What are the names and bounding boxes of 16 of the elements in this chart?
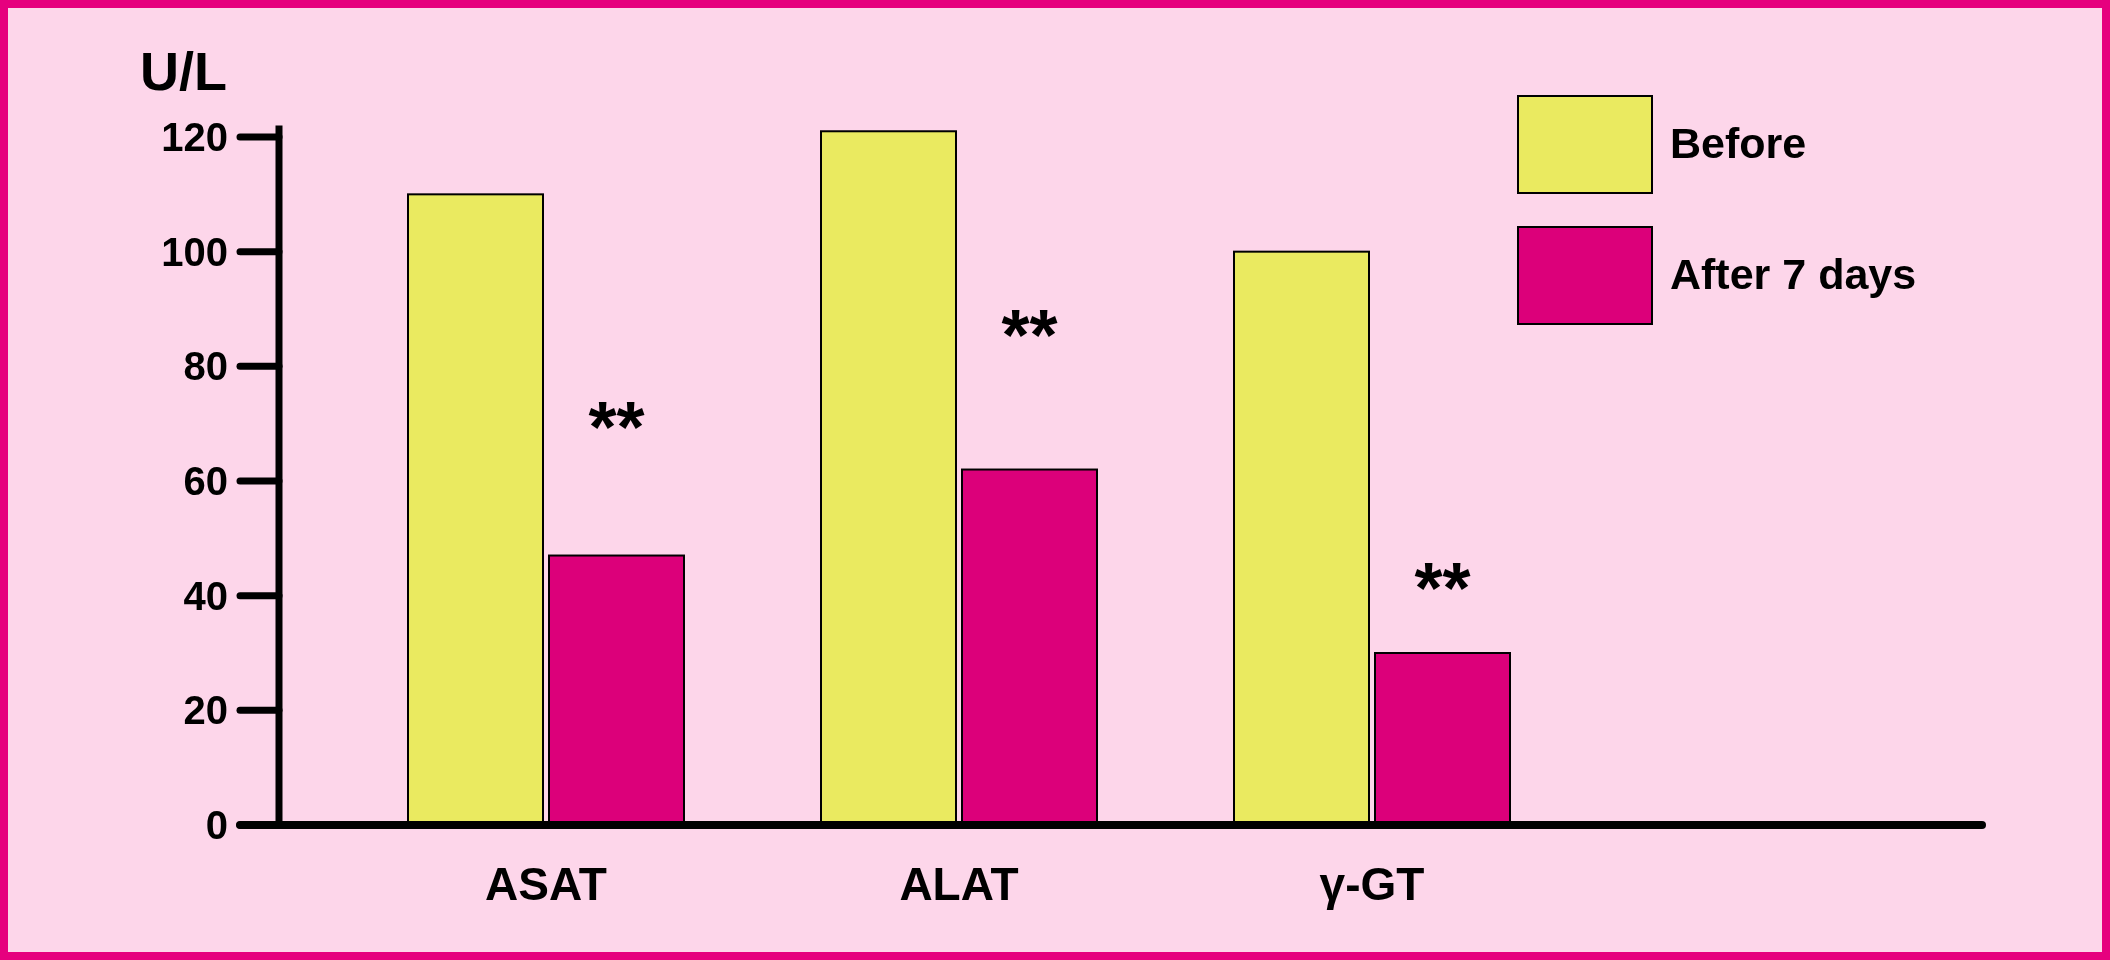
x-tick-label: γ-GT	[1319, 858, 1425, 910]
y-tick-label: 40	[183, 573, 228, 618]
y-tick-label: 60	[183, 459, 228, 503]
y-tick-label: 20	[183, 688, 228, 733]
x-tick-label: ASAT	[485, 858, 607, 910]
y-tick-label: 80	[183, 344, 228, 389]
x-tick-label: ALAT	[899, 858, 1019, 910]
legend-label: After 7 days	[1670, 250, 1917, 298]
annotation: **	[1414, 547, 1471, 628]
y-axis-title: U/L	[140, 41, 227, 101]
annotation: **	[588, 387, 645, 468]
y-tick-label: 100	[161, 229, 228, 274]
y-tick-label: 0	[205, 803, 228, 847]
annotation: **	[1001, 295, 1058, 376]
y-tick-label: 120	[161, 115, 228, 159]
legend-label: Before	[1670, 119, 1807, 167]
